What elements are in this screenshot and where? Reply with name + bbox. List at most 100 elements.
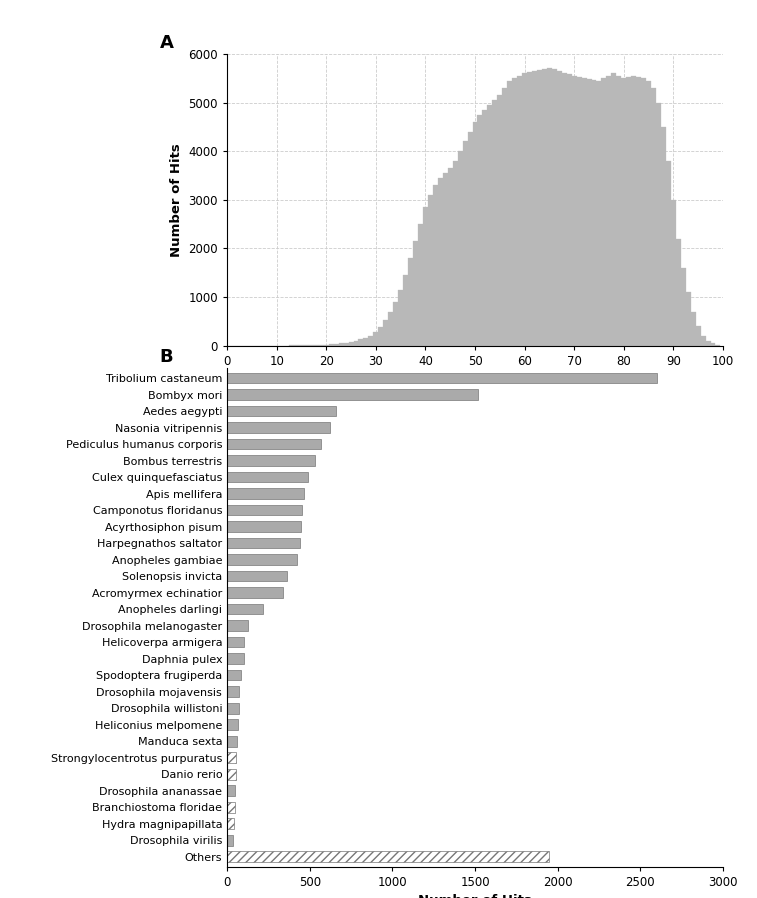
Bar — [334, 344, 338, 346]
Bar — [227, 703, 238, 714]
Bar — [517, 75, 522, 346]
Bar — [651, 88, 656, 346]
Bar — [447, 168, 453, 346]
Bar — [572, 75, 577, 346]
Bar — [227, 471, 308, 482]
Bar — [636, 76, 641, 346]
Bar — [438, 178, 443, 346]
Bar — [602, 78, 606, 346]
Bar — [398, 290, 403, 346]
Bar — [597, 81, 602, 346]
Bar — [656, 102, 661, 346]
Bar — [227, 769, 235, 779]
Bar — [227, 818, 235, 829]
Bar — [512, 78, 517, 346]
Bar — [581, 78, 587, 346]
Bar — [227, 753, 236, 763]
Bar — [701, 336, 706, 346]
Bar — [715, 345, 721, 346]
Bar — [408, 259, 413, 346]
Bar — [646, 81, 651, 346]
Bar — [463, 142, 468, 346]
Bar — [383, 321, 388, 346]
Bar — [354, 341, 359, 346]
Bar — [587, 79, 591, 346]
Bar — [428, 195, 433, 346]
Bar — [443, 173, 447, 346]
Bar — [641, 78, 646, 346]
Bar — [227, 653, 244, 664]
Y-axis label: Number of Hits: Number of Hits — [170, 143, 183, 257]
Bar — [227, 538, 300, 549]
Bar — [612, 74, 616, 346]
Bar — [227, 521, 301, 532]
Bar — [344, 342, 348, 346]
Bar — [373, 332, 378, 346]
Text: A: A — [160, 34, 173, 52]
Bar — [227, 637, 245, 647]
Bar — [319, 345, 324, 346]
Bar — [227, 439, 321, 450]
Bar — [621, 78, 626, 346]
X-axis label: Number of Hits: Number of Hits — [418, 894, 532, 898]
X-axis label: Number of positives/Alignment length (%): Number of positives/Alignment length (%) — [317, 374, 633, 386]
Bar — [227, 571, 287, 582]
Bar — [227, 455, 315, 466]
Bar — [488, 105, 492, 346]
Bar — [681, 268, 686, 346]
Bar — [616, 75, 621, 346]
Bar — [666, 161, 671, 346]
Bar — [227, 406, 336, 417]
Bar — [393, 302, 398, 346]
Bar — [468, 132, 472, 346]
Bar — [348, 342, 354, 346]
Bar — [227, 389, 478, 400]
Bar — [458, 151, 463, 346]
Bar — [413, 242, 418, 346]
Bar — [227, 587, 283, 598]
Bar — [472, 122, 478, 346]
Bar — [542, 69, 547, 346]
Bar — [676, 239, 681, 346]
Bar — [378, 327, 383, 346]
Bar — [227, 621, 248, 631]
Bar — [324, 345, 329, 346]
Bar — [227, 373, 657, 383]
Bar — [706, 341, 711, 346]
Bar — [532, 71, 537, 346]
Bar — [418, 224, 423, 346]
Bar — [338, 343, 344, 346]
Bar — [562, 74, 567, 346]
Bar — [227, 802, 235, 813]
Bar — [696, 326, 701, 346]
Bar — [482, 110, 488, 346]
Bar — [227, 489, 304, 499]
Bar — [522, 74, 527, 346]
Bar — [227, 603, 263, 614]
Bar — [671, 200, 676, 346]
Bar — [503, 88, 507, 346]
Bar — [329, 344, 334, 346]
Bar — [661, 127, 666, 346]
Bar — [359, 339, 363, 346]
Bar — [492, 100, 497, 346]
Bar — [690, 312, 696, 346]
Bar — [433, 185, 438, 346]
Bar — [478, 115, 482, 346]
Bar — [227, 505, 302, 515]
Bar — [497, 95, 503, 346]
Bar — [606, 75, 612, 346]
Bar — [227, 735, 237, 746]
Text: B: B — [160, 348, 173, 366]
Bar — [227, 785, 235, 796]
Bar — [577, 77, 581, 346]
Bar — [591, 80, 597, 346]
Bar — [547, 68, 552, 346]
Bar — [507, 81, 512, 346]
Bar — [227, 670, 241, 681]
Bar — [537, 70, 542, 346]
Bar — [567, 75, 572, 346]
Bar — [227, 719, 238, 730]
Bar — [227, 686, 239, 697]
Bar — [527, 73, 532, 346]
